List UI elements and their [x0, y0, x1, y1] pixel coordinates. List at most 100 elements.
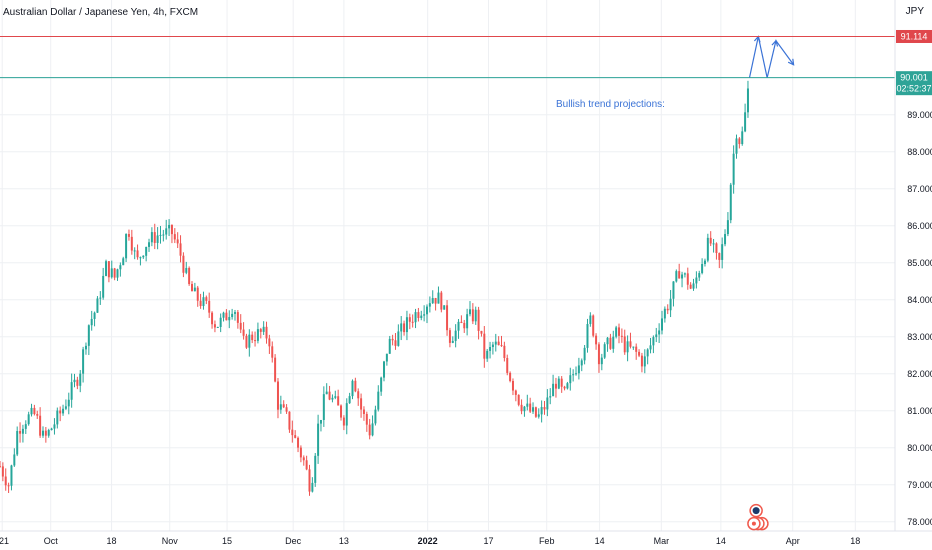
chart-grid	[0, 0, 895, 531]
candle-body	[133, 250, 136, 252]
candle-body	[351, 380, 354, 397]
candle-body	[44, 430, 47, 436]
candle-body	[417, 312, 420, 319]
candle-body	[239, 322, 242, 330]
event-icons[interactable]	[747, 503, 769, 531]
candle-body	[216, 326, 219, 328]
horizontal-lines	[0, 35, 895, 79]
time-axis[interactable]: 21 Oct 18 Nov 15 Dec 13 2022 17 Feb 14 Mar 14 Apr 18	[0, 536, 860, 546]
candle-body	[480, 330, 483, 334]
candle-body	[692, 283, 695, 289]
candle-body	[84, 345, 87, 350]
y-tick-label: 78.000	[907, 517, 932, 527]
candle-body	[572, 374, 575, 376]
candle-body	[59, 410, 62, 414]
x-tick-label: Apr	[786, 536, 800, 546]
candle-body	[649, 345, 652, 350]
candle-body	[16, 431, 19, 455]
candle-body	[130, 236, 133, 251]
candle-body	[256, 329, 259, 341]
y-tick-label: 87.000	[907, 184, 932, 194]
candle-body	[457, 321, 460, 331]
candle-body	[388, 338, 391, 354]
candle-body	[428, 303, 431, 307]
candle-body	[377, 391, 380, 410]
y-tick-label: 80.000	[907, 443, 932, 453]
y-tick-label: 88.000	[907, 147, 932, 157]
candle-body	[127, 234, 130, 237]
candle-body	[503, 345, 506, 358]
candle-body	[514, 390, 517, 395]
candle-body	[391, 338, 394, 341]
candle-body	[638, 351, 641, 356]
candle-body	[56, 410, 59, 425]
candle-body	[222, 312, 225, 318]
candle-body	[738, 138, 741, 145]
candle-body	[0, 466, 1, 468]
candle-body	[566, 383, 569, 389]
candle-body	[718, 253, 721, 260]
candle-body	[620, 335, 623, 337]
candle-body	[136, 250, 139, 258]
candle-body	[491, 344, 494, 348]
candle-body	[448, 330, 451, 343]
candle-body	[322, 394, 325, 420]
candle-body	[509, 372, 512, 381]
candle-body	[408, 317, 411, 322]
x-tick-label: 18	[107, 536, 117, 546]
candle-body	[19, 431, 22, 434]
candle-body	[746, 88, 749, 113]
projection-annotation: Bullish trend projections:	[556, 99, 665, 110]
candle-body	[156, 235, 159, 243]
candle-body	[311, 482, 314, 492]
candle-body	[1, 466, 4, 477]
candle-body	[231, 313, 234, 318]
current-price-value: 90.001	[900, 73, 928, 83]
candle-body	[233, 312, 236, 314]
projection-path[interactable]	[748, 36, 795, 78]
candle-body	[122, 258, 125, 266]
candle-body	[225, 312, 228, 321]
candle-body	[139, 257, 142, 259]
candle-body	[698, 273, 701, 278]
candle-body	[30, 407, 33, 415]
y-tick-label: 83.000	[907, 332, 932, 342]
candle-body	[609, 337, 612, 349]
candle-body	[580, 360, 583, 366]
candle-body	[709, 237, 712, 244]
projection-lines	[748, 35, 795, 78]
candle-body	[7, 485, 10, 487]
candle-body	[724, 234, 727, 245]
y-tick-label: 85.000	[907, 258, 932, 268]
price-axis[interactable]: 78.000 79.000 80.000 81.000 82.000 83.000 84.0…	[907, 73, 932, 527]
candle-body	[337, 396, 340, 406]
resistance-value: 91.114	[901, 31, 928, 41]
candle-body	[10, 465, 13, 486]
projection-arrowhead	[771, 39, 779, 47]
candle-body	[259, 329, 262, 332]
candle-body	[331, 397, 334, 400]
candle-body	[741, 131, 744, 145]
candle-body	[93, 312, 96, 319]
candle-body	[105, 261, 108, 276]
candle-body	[170, 224, 173, 235]
candle-body	[660, 318, 663, 331]
y-tick-label: 81.000	[907, 406, 932, 416]
candle-body	[557, 378, 560, 389]
candle-body	[205, 297, 208, 301]
candle-body	[583, 347, 586, 361]
candle-body	[623, 336, 626, 353]
candle-body	[517, 394, 520, 405]
candle-body	[471, 309, 474, 322]
candle-body	[532, 407, 535, 412]
candle-body	[540, 407, 543, 415]
candle-body	[425, 306, 428, 315]
candle-body	[4, 476, 7, 486]
candle-body	[173, 234, 176, 240]
candle-body	[603, 344, 606, 358]
candle-body	[294, 435, 297, 438]
candle-body	[208, 300, 211, 313]
candle-body	[629, 341, 632, 347]
candles	[0, 80, 749, 496]
